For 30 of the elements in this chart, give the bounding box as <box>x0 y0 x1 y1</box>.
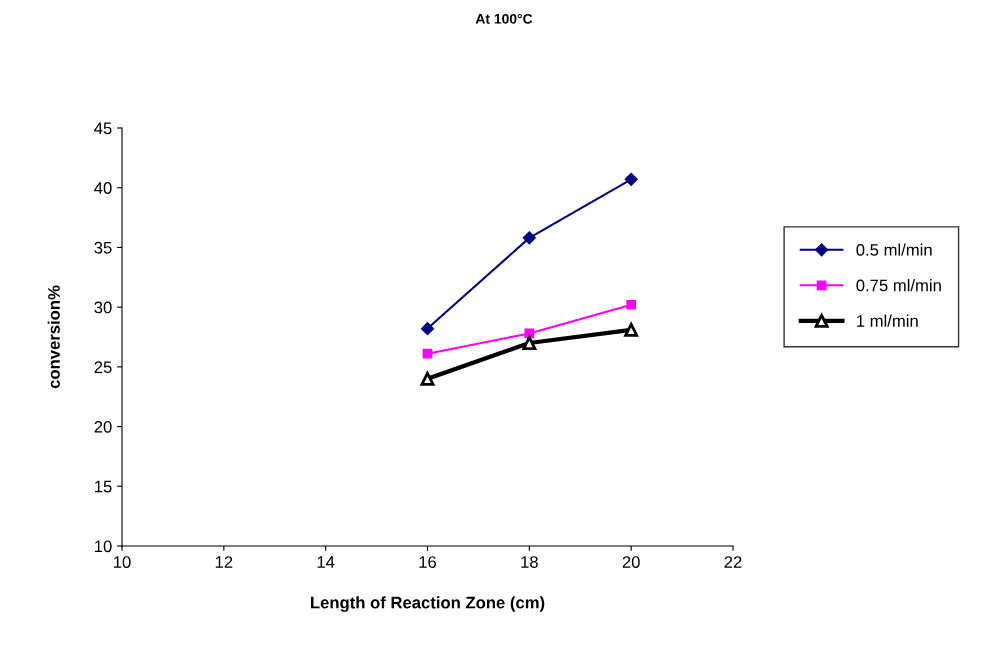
y-tick-label: 30 <box>94 301 112 314</box>
y-tick-label: 10 <box>95 540 112 553</box>
x-axis-title: Length of Reaction Zone (cm) <box>311 596 545 612</box>
point <box>420 322 435 336</box>
legend-label: 0.75 ml/min <box>856 279 941 292</box>
y-axis-title: conversion% <box>47 285 60 389</box>
x-tick-label: 10 <box>114 556 131 568</box>
point <box>626 299 637 310</box>
point <box>624 172 638 186</box>
y-tick-label: 45 <box>94 122 112 135</box>
chart-title: At 100°C <box>475 13 533 24</box>
y-tick-label: 35 <box>94 241 112 254</box>
point <box>522 336 537 350</box>
x-tick-label: 16 <box>419 556 437 568</box>
x-tick-label: 22 <box>724 556 742 568</box>
y-tick-label: 40 <box>94 182 112 194</box>
x-tick-label: 18 <box>521 556 538 568</box>
x-tick-label: 12 <box>215 556 233 568</box>
point <box>522 231 536 245</box>
x-tick-label: 20 <box>622 556 640 568</box>
point <box>624 322 639 337</box>
y-tick-label: 15 <box>95 480 112 493</box>
legend-label: 0.5 ml/min <box>856 243 932 256</box>
y-tick-label: 25 <box>94 361 112 374</box>
point <box>422 348 433 359</box>
point <box>524 328 535 339</box>
legend-label: 1 ml/min <box>857 314 918 327</box>
point <box>420 371 435 386</box>
y-tick-label: 20 <box>94 420 112 433</box>
x-tick-label: 14 <box>317 556 335 568</box>
